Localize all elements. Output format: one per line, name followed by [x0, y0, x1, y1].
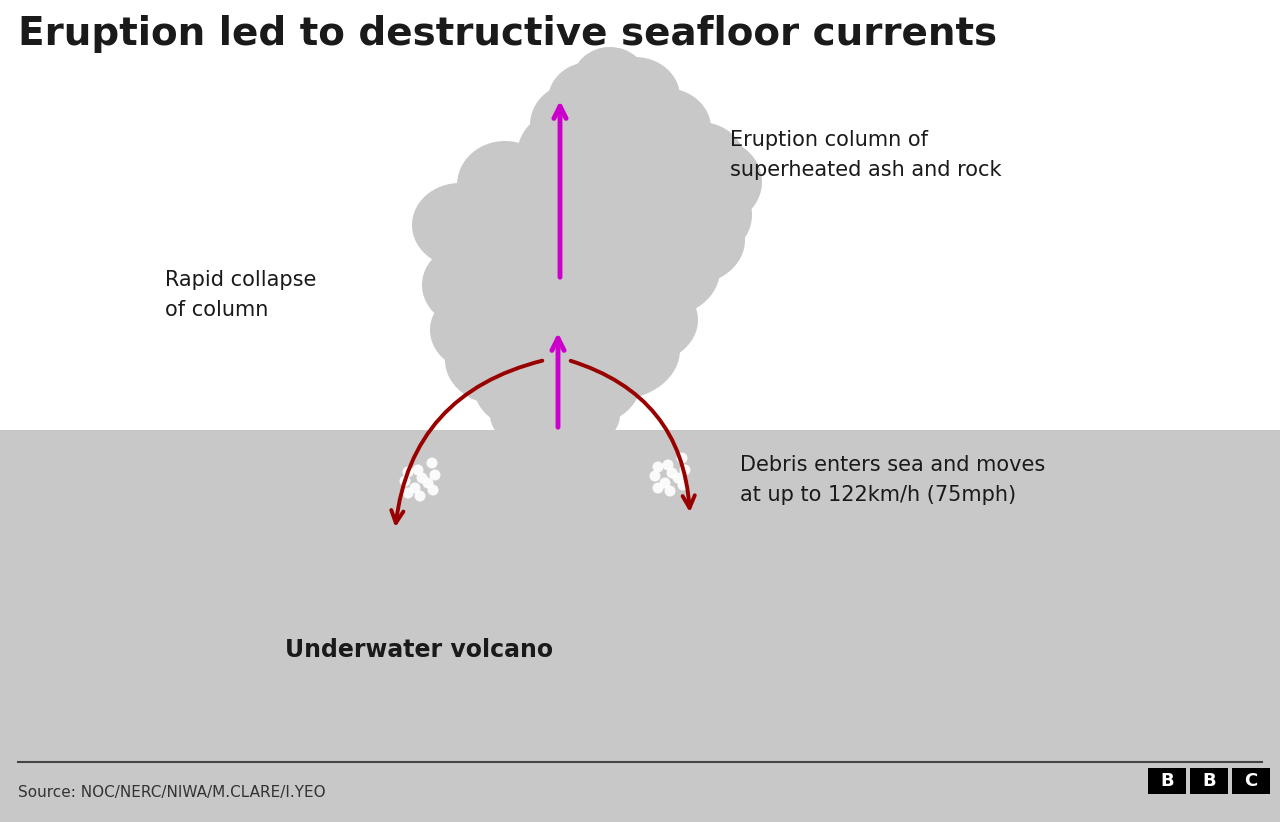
Ellipse shape — [548, 62, 632, 138]
Circle shape — [402, 467, 413, 478]
Text: Source: NOC/NERC/NIWA/M.CLARE/I.YEO: Source: NOC/NERC/NIWA/M.CLARE/I.YEO — [18, 784, 325, 800]
Ellipse shape — [520, 343, 640, 427]
Circle shape — [399, 475, 411, 487]
Circle shape — [428, 484, 439, 496]
Polygon shape — [750, 608, 1280, 822]
Text: Underwater volcano: Underwater volcano — [285, 638, 553, 662]
Circle shape — [653, 461, 663, 473]
Ellipse shape — [575, 75, 675, 165]
Polygon shape — [0, 430, 1280, 822]
Circle shape — [430, 469, 440, 481]
Circle shape — [410, 483, 421, 493]
Ellipse shape — [517, 110, 613, 200]
Ellipse shape — [635, 195, 745, 285]
Ellipse shape — [454, 252, 564, 348]
Ellipse shape — [564, 100, 676, 196]
Ellipse shape — [538, 163, 662, 267]
Circle shape — [667, 468, 677, 478]
Text: B: B — [1160, 772, 1174, 790]
Text: Rapid collapse
of column: Rapid collapse of column — [165, 270, 316, 320]
Circle shape — [672, 473, 684, 483]
Ellipse shape — [475, 350, 585, 430]
Text: Eruption led to destructive seafloor currents: Eruption led to destructive seafloor cur… — [18, 15, 997, 53]
Circle shape — [649, 470, 660, 482]
Circle shape — [664, 486, 676, 496]
Ellipse shape — [556, 126, 675, 230]
Bar — [0, 430, 1280, 822]
Ellipse shape — [618, 107, 722, 197]
Ellipse shape — [620, 88, 710, 168]
Circle shape — [680, 464, 690, 475]
Ellipse shape — [430, 288, 530, 372]
Text: Eruption column of
superheated ash and rock: Eruption column of superheated ash and r… — [730, 130, 1001, 180]
Circle shape — [415, 491, 425, 501]
Polygon shape — [0, 510, 435, 822]
Ellipse shape — [422, 243, 518, 327]
Text: Debris enters sea and moves
at up to 122km/h (75mph): Debris enters sea and moves at up to 122… — [740, 455, 1046, 505]
Ellipse shape — [600, 222, 719, 318]
Ellipse shape — [556, 233, 685, 337]
Ellipse shape — [445, 315, 556, 405]
Ellipse shape — [530, 83, 620, 167]
Circle shape — [663, 459, 673, 470]
Ellipse shape — [472, 212, 588, 308]
Ellipse shape — [612, 127, 728, 223]
Text: B: B — [1202, 772, 1216, 790]
Ellipse shape — [525, 198, 655, 302]
FancyBboxPatch shape — [1231, 768, 1270, 794]
Ellipse shape — [550, 300, 680, 400]
Ellipse shape — [485, 172, 595, 268]
Ellipse shape — [648, 170, 753, 260]
Ellipse shape — [490, 375, 620, 455]
Circle shape — [653, 483, 663, 493]
Ellipse shape — [658, 137, 762, 227]
Ellipse shape — [498, 245, 622, 345]
Ellipse shape — [572, 47, 648, 117]
Ellipse shape — [596, 162, 713, 258]
Ellipse shape — [588, 195, 712, 295]
FancyBboxPatch shape — [1190, 768, 1228, 794]
Polygon shape — [380, 420, 750, 780]
Ellipse shape — [503, 137, 607, 233]
Circle shape — [416, 473, 428, 483]
Ellipse shape — [582, 275, 698, 365]
Circle shape — [659, 478, 671, 488]
Circle shape — [412, 464, 424, 475]
Ellipse shape — [438, 206, 541, 294]
Ellipse shape — [495, 297, 614, 393]
Circle shape — [422, 478, 434, 488]
Circle shape — [677, 479, 689, 491]
Ellipse shape — [590, 57, 680, 137]
Circle shape — [402, 487, 413, 498]
Circle shape — [677, 452, 687, 464]
Ellipse shape — [457, 141, 553, 229]
FancyBboxPatch shape — [1148, 768, 1187, 794]
Ellipse shape — [412, 183, 508, 267]
Ellipse shape — [655, 122, 745, 202]
Text: C: C — [1244, 772, 1258, 790]
Circle shape — [426, 458, 438, 469]
